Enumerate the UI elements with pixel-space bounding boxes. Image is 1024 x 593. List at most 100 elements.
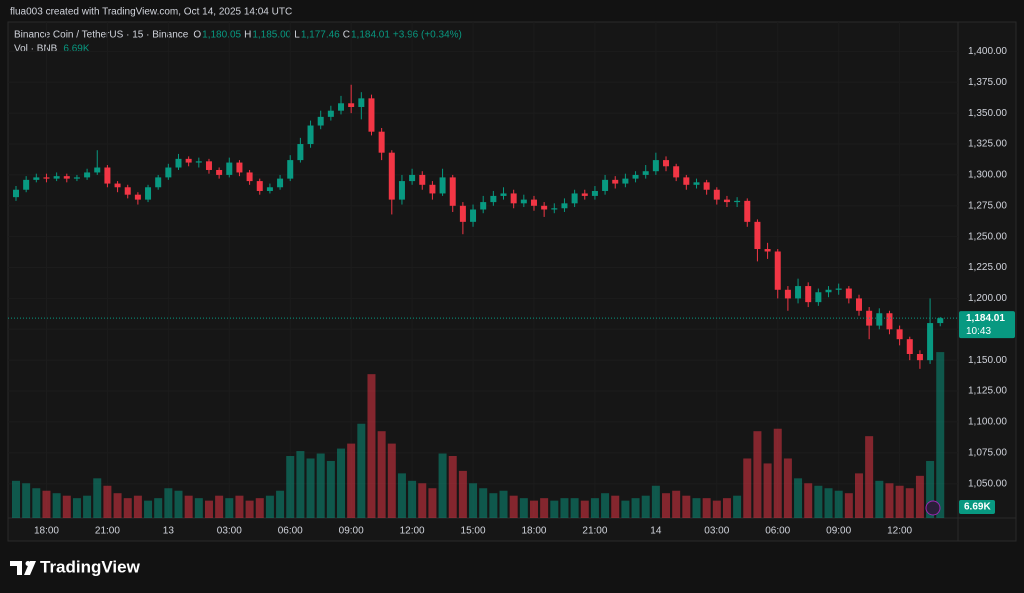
price-tag-countdown: 10:43 (966, 326, 991, 337)
legend-item: Binance Coin / TetherUS · 15 · Binance (14, 30, 189, 41)
volume-bar (72, 498, 81, 518)
volume-bar (448, 456, 457, 518)
volume-bar (245, 500, 254, 518)
volume-bar (347, 443, 356, 518)
candle-body (439, 177, 446, 194)
candle-body (530, 199, 537, 206)
volume-bar (814, 485, 823, 518)
volume-bar (479, 488, 488, 518)
volume-bar (885, 483, 894, 518)
candle-body (642, 171, 649, 175)
legend-vol-label: Vol · BNB (14, 44, 58, 55)
legend-item: 1,185.00 (252, 30, 291, 41)
alert-icon (925, 500, 941, 516)
candles (13, 84, 944, 369)
candle-body (145, 187, 152, 200)
candle-body (124, 187, 131, 195)
candle-body (571, 193, 578, 204)
x-tick-label: 14 (650, 526, 662, 537)
axes: 1,050.00 1,075.00 1,100.00 1,125.00 1,150.00… (8, 46, 1015, 537)
volume-bar (123, 498, 132, 518)
candle-body (266, 187, 273, 191)
volume-bar (794, 478, 803, 518)
volume-bar (367, 374, 376, 518)
grid (8, 22, 958, 518)
y-tick-label: 1,250.00 (968, 231, 1007, 242)
volume-bar (32, 488, 41, 518)
candle-body (845, 288, 852, 299)
volume-bar (286, 456, 295, 518)
volume-bar (42, 490, 51, 518)
volume-bar (204, 500, 213, 518)
volume-bar (865, 436, 874, 518)
candle-body (388, 152, 395, 200)
candle-body (825, 289, 832, 293)
volume-bar (174, 490, 183, 518)
volume-bar (722, 498, 731, 518)
candle-body (398, 181, 405, 200)
y-tick-label: 1,350.00 (968, 108, 1007, 119)
candle-body (673, 166, 680, 178)
candle-body (855, 298, 862, 311)
volume-bar (489, 493, 498, 518)
candle-body (561, 203, 568, 209)
candle-body (73, 177, 80, 179)
volume-bar (783, 458, 792, 518)
candle-body (338, 103, 345, 111)
y-tick-label: 1,400.00 (968, 46, 1007, 57)
legend-vol-value: 6.69K (63, 44, 89, 55)
candle-body (744, 200, 751, 222)
volume-bar (154, 498, 163, 518)
y-tick-label: 1,075.00 (968, 447, 1007, 458)
candle-body (500, 193, 507, 196)
volume-bar (915, 475, 924, 518)
candle-body (277, 178, 284, 188)
x-tick-label: 18:00 (34, 526, 59, 537)
volume-bar (936, 352, 945, 518)
volume-bar (743, 458, 752, 518)
y-tick-label: 1,225.00 (968, 262, 1007, 273)
volume-bar (133, 495, 142, 518)
candle-body (216, 169, 223, 175)
legend-item: +3.96 (+0.34%) (393, 30, 462, 41)
candle-body (23, 179, 30, 190)
candle-body (754, 221, 761, 250)
legend-item: H (244, 30, 251, 41)
candle-body (663, 160, 670, 167)
volume-bar (519, 498, 528, 518)
y-tick-label: 1,050.00 (968, 478, 1007, 489)
candle-body (134, 194, 141, 200)
volume-bar (265, 495, 274, 518)
candle-body (591, 190, 598, 196)
price-tag-box (959, 311, 1015, 339)
x-tick-label: 13 (163, 526, 175, 537)
volume-bar (672, 490, 681, 518)
x-tick-label: 09:00 (826, 526, 851, 537)
chart-pane (7, 21, 1017, 542)
volume-bar (276, 490, 285, 518)
volume-bar (875, 480, 884, 518)
candle-body (693, 182, 700, 185)
volume-bar (326, 460, 335, 518)
candle-body (327, 110, 334, 117)
candle-body (896, 329, 903, 340)
candle-body (581, 193, 588, 196)
volume-bar (408, 480, 417, 518)
volume-bars (12, 352, 945, 518)
candle-body (256, 181, 263, 191)
volume-tag-box (959, 500, 995, 514)
volume-bar (804, 483, 813, 518)
candle-body (683, 177, 690, 185)
candle-body (764, 249, 771, 252)
y-tick-label: 1,100.00 (968, 417, 1007, 428)
volume-bar (83, 495, 92, 518)
candle-body (246, 172, 253, 182)
volume-bar (103, 485, 112, 518)
logo-text: TradingView (40, 557, 141, 576)
volume-bar (52, 493, 61, 518)
x-tick-label: 21:00 (95, 526, 120, 537)
volume-bar (590, 498, 599, 518)
candle-body (835, 288, 842, 290)
candle-body (927, 323, 934, 361)
